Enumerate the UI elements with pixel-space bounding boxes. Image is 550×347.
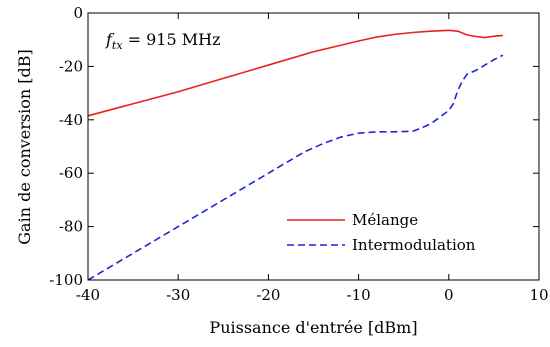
y-axis-label: Gain de conversion [dB] — [15, 49, 34, 245]
frequency-annotation: ftx = 915 MHz — [105, 30, 221, 52]
plot-frame — [87, 12, 540, 281]
legend: Mélange Intermodulation — [287, 211, 476, 254]
series-line-intermodulation — [87, 54, 504, 281]
x-tick-label: -30 — [166, 286, 190, 304]
y-axis-label-group: Gain de conversion [dB] — [15, 49, 34, 245]
series-layer — [87, 29, 504, 281]
x-tick-label: -40 — [76, 286, 100, 304]
y-tick-label: 0 — [73, 4, 83, 22]
annotation-subscript: tx — [112, 39, 123, 52]
y-tick-label: -60 — [59, 164, 83, 182]
y-tick-label: -20 — [59, 57, 83, 75]
y-tick-label: -40 — [59, 111, 83, 129]
x-axis-label: Puissance d'entrée [dBm] — [209, 318, 417, 337]
series-line-melange — [87, 29, 503, 117]
x-tick-label: -20 — [256, 286, 280, 304]
legend-label-intermodulation: Intermodulation — [352, 236, 476, 254]
y-tick-label: -80 — [59, 218, 83, 236]
y-tick-label: -100 — [49, 271, 83, 289]
annotation-variable: f — [105, 30, 115, 49]
legend-label-melange: Mélange — [352, 211, 418, 229]
ticks: -40 -30 -20 -10 0 100-20-40-60-80-100 — [49, 4, 548, 304]
annotation-value: = 915 MHz — [123, 30, 221, 49]
x-tick-label: -10 — [347, 286, 371, 304]
x-tick-label: 0 — [444, 286, 454, 304]
x-tick-label: 10 — [529, 286, 548, 304]
